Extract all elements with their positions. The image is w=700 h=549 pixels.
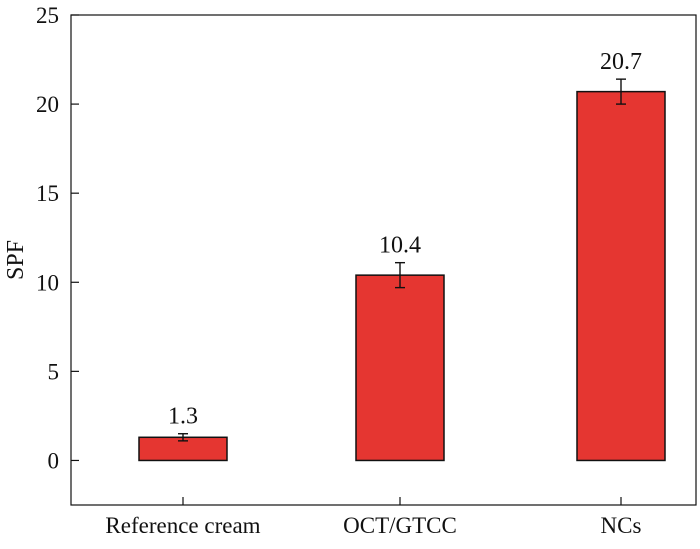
bars-group [138,90,666,462]
error-bars-group [178,78,626,442]
plot-frame [70,14,697,506]
y-axis-ticks: 0 5 10 15 20 25 [36,3,79,473]
y-tick-label: 0 [48,448,60,473]
x-tick-label: NCs [601,513,642,538]
bar [576,90,666,462]
y-tick-label: 20 [36,92,59,117]
data-label: 20.7 [600,49,642,75]
bar [355,274,445,462]
y-axis-label: SPF [3,240,29,280]
data-label: 1.3 [168,404,198,430]
y-tick-label: 5 [48,359,60,384]
data-labels-group: 1.3 10.4 20.7 [168,49,642,430]
x-axis-ticks: Reference cream OCT/GTCC NCs [105,497,641,538]
data-label: 10.4 [379,233,421,259]
y-tick-label: 25 [36,3,59,28]
y-tick-label: 10 [36,270,59,295]
y-tick-label: 15 [36,181,59,206]
x-tick-label: Reference cream [105,513,260,538]
x-tick-label: OCT/GTCC [343,513,457,538]
